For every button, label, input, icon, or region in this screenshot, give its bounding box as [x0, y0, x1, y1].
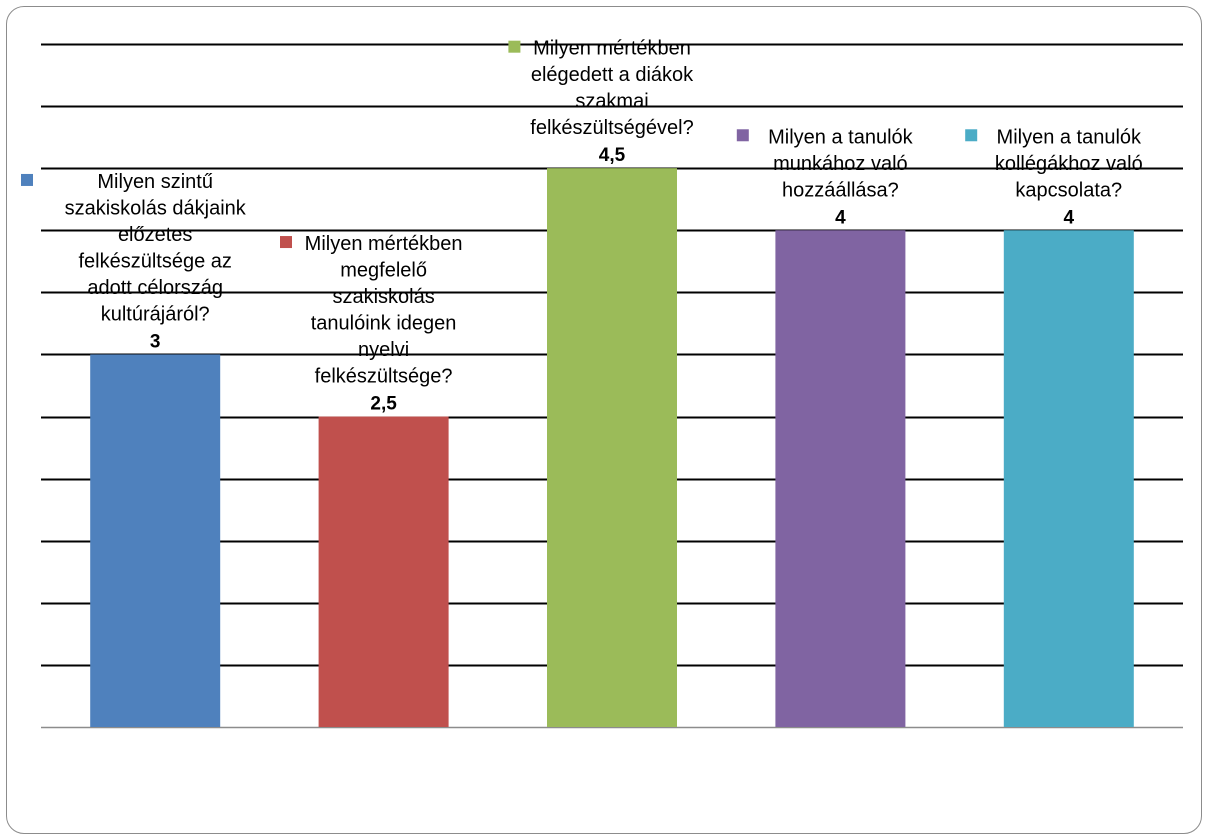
- category-label-line: tanulóink idegen: [311, 313, 457, 335]
- category-label-5: Milyen a tanulók kollégákhoz való kapcsola…: [995, 126, 1143, 201]
- bar-5: [1003, 230, 1134, 728]
- data-labels: 3 Milyen szintű szakiskolás dákjaink előzet…: [21, 38, 1143, 415]
- category-label-line: Milyen mértékben: [533, 38, 691, 60]
- bar-4: [775, 230, 906, 728]
- legend-key-2: [280, 236, 292, 249]
- category-label-line: szakmai: [575, 91, 648, 113]
- category-label-1: Milyen szintű szakiskolás dákjaink előzete…: [65, 171, 247, 325]
- category-label-line: elégedett a diákok: [531, 64, 694, 86]
- value-label-1: 3: [150, 331, 161, 352]
- bar-2: [318, 416, 449, 727]
- category-label-2: Milyen mértékben megfelelő szakiskolás tanu…: [305, 233, 463, 388]
- value-label-3: 4,5: [599, 145, 626, 166]
- category-label-line: Milyen szintű: [97, 171, 213, 193]
- category-label-line: munkához való: [773, 153, 908, 175]
- legend-key-5: [965, 129, 978, 142]
- bars: [90, 168, 1134, 728]
- chart-frame: 3 Milyen szintű szakiskolás dákjaink előzet…: [6, 6, 1202, 834]
- category-label-line: kapcsolata?: [1015, 179, 1122, 201]
- category-label-line: nyelvi: [358, 339, 409, 361]
- category-label-line: előzetes: [118, 224, 193, 246]
- value-label-2: 2,5: [370, 394, 397, 415]
- category-label-line: kultúrájáról?: [101, 303, 210, 325]
- category-label-line: felkészültsége az: [78, 250, 231, 272]
- category-label-line: adott célország: [87, 277, 223, 299]
- category-label-4: Milyen a tanulók munkához való hozzáállása…: [768, 126, 914, 201]
- bar-1: [90, 354, 221, 727]
- category-label-line: Milyen mértékben: [305, 233, 463, 255]
- legend-key-4: [736, 129, 749, 142]
- value-label-5: 4: [1064, 207, 1075, 228]
- category-label-line: Milyen a tanulók: [997, 126, 1143, 148]
- category-label-line: felkészültségével?: [530, 117, 693, 139]
- category-label-line: megfelelő: [340, 260, 427, 282]
- category-label-line: hozzáállása?: [782, 179, 899, 201]
- bar-3: [547, 168, 677, 727]
- legend-key-3: [508, 40, 521, 53]
- legend-key-1: [21, 173, 33, 186]
- bar-chart: 3 Milyen szintű szakiskolás dákjaink előzet…: [21, 38, 1183, 729]
- category-label-3: Milyen mértékben elégedett a diákok szakma…: [530, 38, 694, 140]
- category-label-line: felkészültsége?: [315, 366, 453, 388]
- category-label-line: kollégákhoz való: [995, 153, 1143, 175]
- category-label-line: szakiskolás dákjaink: [65, 197, 247, 219]
- value-label-4: 4: [835, 207, 846, 228]
- category-label-line: szakiskolás: [332, 286, 434, 308]
- category-label-line: Milyen a tanulók: [768, 126, 914, 148]
